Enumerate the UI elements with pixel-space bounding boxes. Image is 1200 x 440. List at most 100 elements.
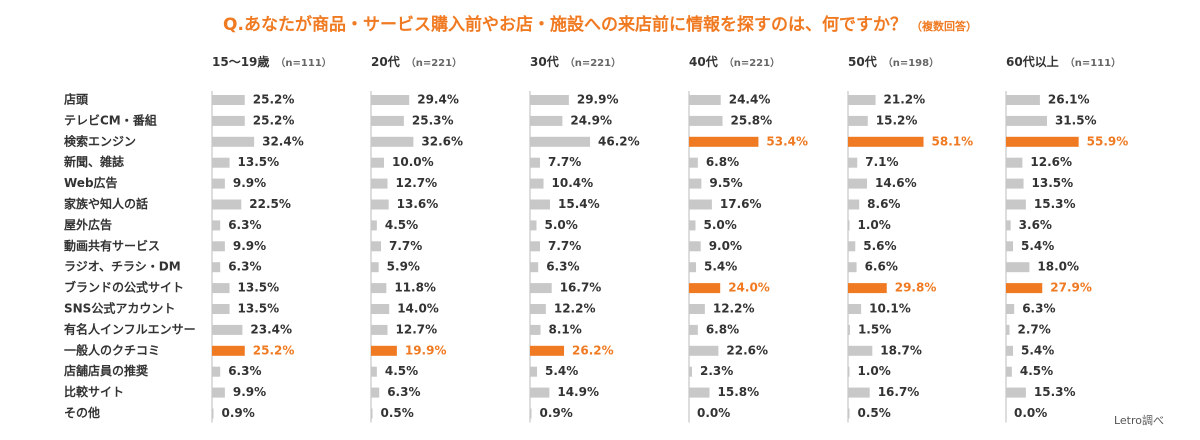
data-label: 5.6%	[863, 239, 896, 253]
data-label: 5.9%	[387, 260, 420, 274]
bar	[689, 157, 698, 168]
data-label: 6.8%	[706, 155, 739, 169]
chart-title-note: （複数回答）	[910, 20, 977, 33]
data-label: 5.0%	[704, 218, 737, 232]
data-label: 7.7%	[548, 155, 581, 169]
bar	[848, 304, 862, 314]
bar	[530, 387, 550, 398]
data-label: 9.9%	[233, 176, 266, 190]
bar	[689, 283, 721, 294]
data-label: 1.0%	[858, 218, 891, 232]
data-label: 29.8%	[895, 281, 937, 295]
series-name: 15～19歳	[212, 54, 269, 69]
bar	[530, 324, 541, 335]
category-label: 屋外広告	[64, 217, 112, 232]
category-label: 店頭	[64, 92, 89, 107]
bar	[848, 199, 860, 210]
bar	[1006, 387, 1026, 398]
category-label: 比較サイト	[64, 384, 124, 399]
bar	[530, 241, 541, 252]
category-label: SNS公式アカウント	[64, 301, 175, 316]
series-header: 15～19歳 （n=111）	[212, 54, 332, 69]
data-label: 55.9%	[1087, 134, 1129, 148]
data-label: 0.0%	[697, 406, 730, 420]
data-label: 14.9%	[557, 385, 599, 399]
bar	[212, 262, 221, 273]
data-label: 13.5%	[1032, 176, 1074, 190]
data-label: 2.7%	[1018, 322, 1051, 336]
bar	[848, 408, 850, 419]
bar	[848, 241, 856, 252]
series-header: 40代 （n=221）	[689, 54, 780, 69]
data-label: 9.5%	[709, 176, 742, 190]
bar	[1006, 220, 1011, 231]
data-label: 32.4%	[262, 134, 304, 148]
data-label: 15.3%	[1034, 385, 1076, 399]
bar	[1006, 345, 1014, 356]
data-label: 0.9%	[222, 406, 255, 420]
bar	[212, 157, 230, 168]
data-label: 6.8%	[706, 322, 739, 336]
data-label: 9.9%	[233, 239, 266, 253]
data-label: 0.0%	[1014, 406, 1047, 420]
category-label: Web広告	[64, 175, 118, 190]
data-label: 16.7%	[878, 385, 920, 399]
series-name: 60代以上	[1006, 54, 1059, 69]
data-label: 6.3%	[546, 260, 579, 274]
bar	[689, 241, 701, 252]
bar	[530, 408, 532, 419]
category-label: 検索エンジン	[64, 133, 136, 148]
category-label: 店舗店員の推奨	[64, 363, 149, 378]
data-label: 15.2%	[876, 113, 918, 127]
bar	[1006, 199, 1026, 210]
bar	[848, 283, 887, 294]
data-label: 24.4%	[729, 93, 771, 107]
bar	[371, 241, 382, 252]
data-label: 8.6%	[867, 197, 900, 211]
bar	[848, 345, 873, 356]
bar	[530, 366, 538, 377]
bar	[689, 95, 721, 105]
data-label: 16.7%	[560, 281, 602, 295]
bar	[212, 199, 242, 210]
series-name: 40代	[689, 54, 718, 69]
bar	[530, 283, 552, 294]
bar	[530, 199, 551, 210]
bar	[848, 178, 867, 189]
data-label: 27.9%	[1050, 281, 1092, 295]
data-label: 10.1%	[869, 302, 911, 316]
bar	[212, 283, 230, 294]
series-name: 50代	[848, 54, 877, 69]
data-label: 7.7%	[548, 239, 581, 253]
bar	[1006, 95, 1040, 105]
data-label: 58.1%	[932, 134, 974, 148]
bar	[1006, 136, 1079, 147]
data-label: 5.4%	[1021, 239, 1054, 253]
data-label: 24.0%	[728, 281, 770, 295]
bar	[212, 366, 221, 377]
data-label: 15.4%	[558, 197, 600, 211]
bar	[1006, 241, 1014, 252]
bar	[371, 324, 388, 335]
data-label: 12.7%	[396, 176, 438, 190]
series-header: 30代 （n=221）	[530, 54, 621, 69]
data-label: 6.3%	[387, 385, 420, 399]
data-label: 0.9%	[540, 406, 573, 420]
data-label: 24.9%	[570, 113, 612, 127]
data-label: 31.5%	[1055, 113, 1097, 127]
data-label: 13.5%	[238, 281, 280, 295]
bar	[530, 115, 563, 126]
data-label: 25.2%	[253, 93, 295, 107]
data-label: 6.3%	[228, 364, 261, 378]
bar	[212, 387, 225, 398]
bar	[212, 345, 245, 356]
chart-title-text: Q.あなたが商品・サービス購入前やお店・施設への来店前に情報を探すのは、何ですか…	[223, 15, 907, 35]
bar	[1006, 262, 1030, 273]
data-label: 6.3%	[228, 218, 261, 232]
series-n-label: （n=221）	[565, 56, 621, 69]
bar	[371, 95, 410, 105]
data-label: 5.4%	[1021, 343, 1054, 357]
data-label: 6.3%	[1022, 302, 1055, 316]
data-label: 26.1%	[1048, 93, 1090, 107]
data-label: 23.4%	[250, 322, 292, 336]
